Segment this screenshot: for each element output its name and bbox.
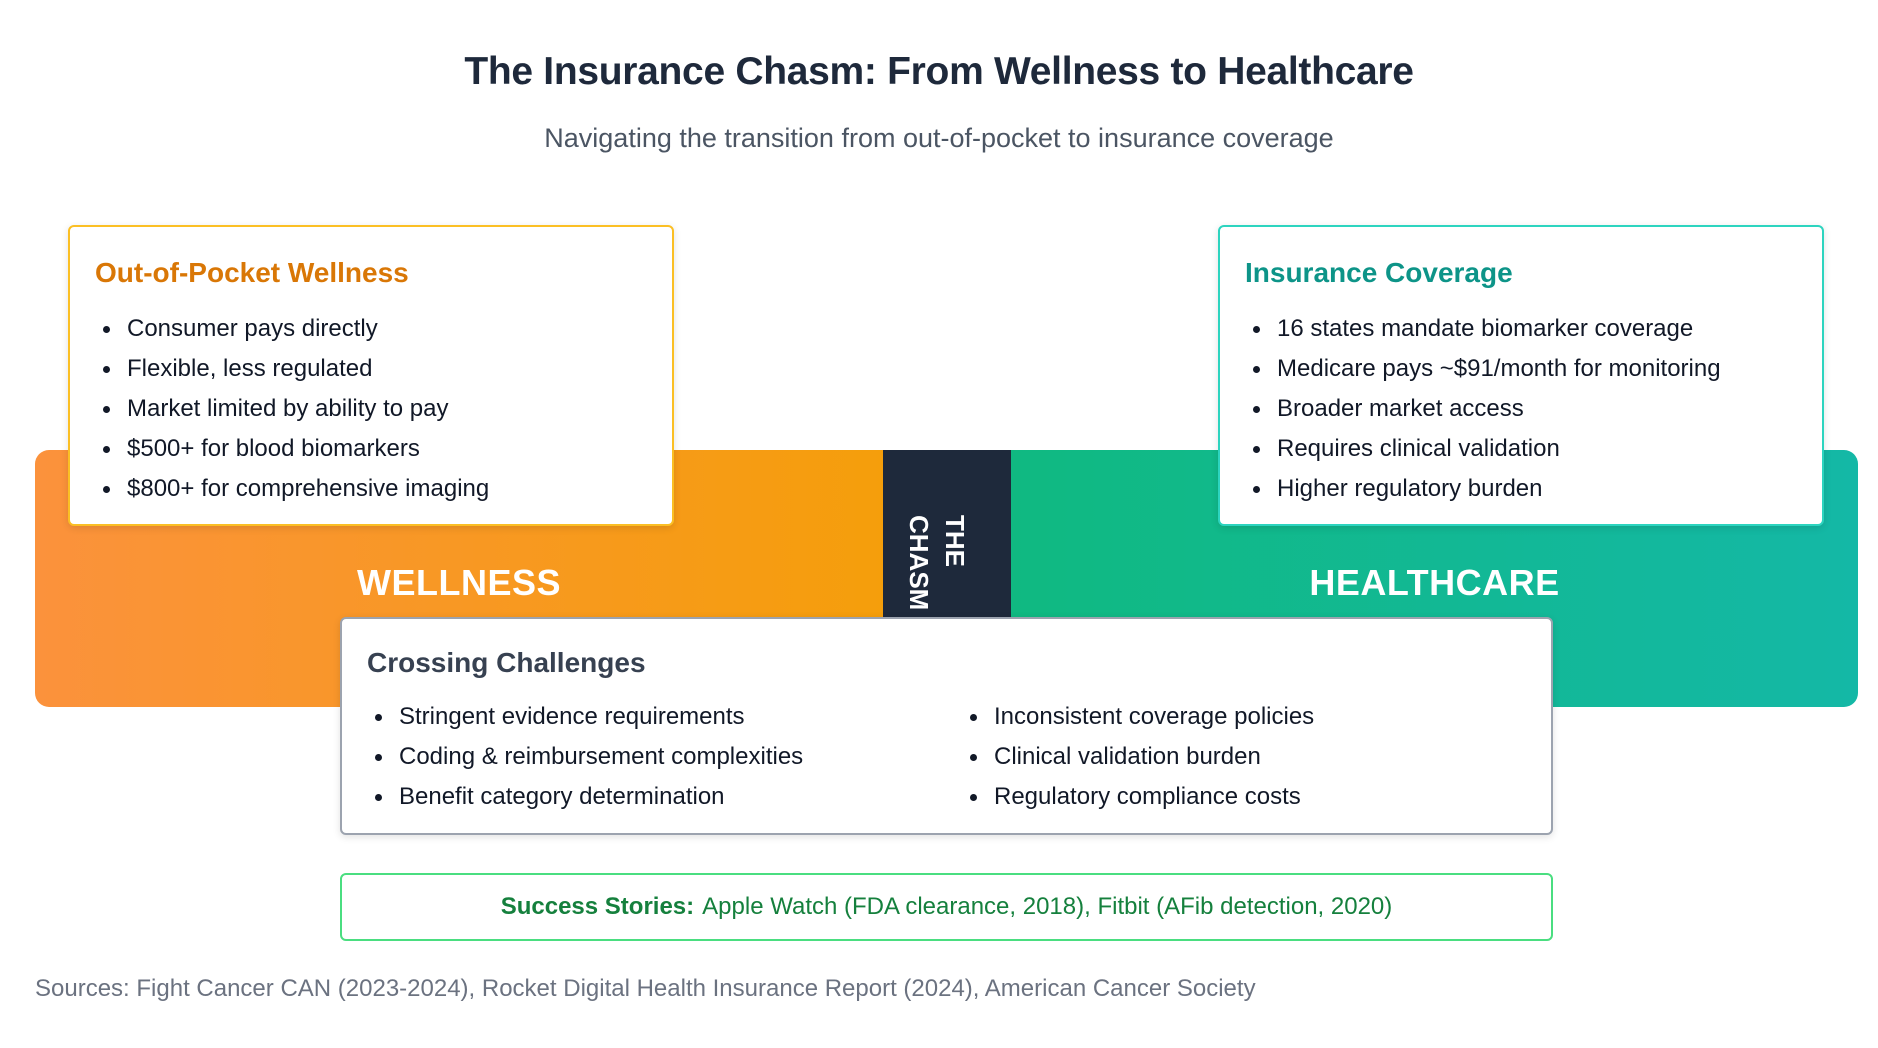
challenges-card: Crossing Challenges Stringent evidence r…	[340, 617, 1553, 835]
list-item: Higher regulatory burden	[1245, 469, 1721, 509]
list-item: Medicare pays ~$91/month for monitoring	[1245, 349, 1721, 389]
insurance-list: 16 states mandate biomarker coverage Med…	[1245, 309, 1721, 509]
insurance-card: Insurance Coverage 16 states mandate bio…	[1218, 225, 1824, 526]
list-item: $800+ for comprehensive imaging	[95, 469, 489, 509]
list-item: Broader market access	[1245, 389, 1721, 429]
list-item: Market limited by ability to pay	[95, 389, 489, 429]
page-subtitle: Navigating the transition from out-of-po…	[544, 123, 1334, 153]
challenges-card-title: Crossing Challenges	[367, 647, 646, 678]
healthcare-label: HEALTHCARE	[1309, 562, 1560, 603]
chasm-label-line2: CHASM	[904, 515, 934, 611]
success-stories-text: Apple Watch (FDA clearance, 2018), Fitbi…	[702, 893, 1393, 920]
list-item: Flexible, less regulated	[95, 349, 489, 389]
wellness-card: Out-of-Pocket Wellness Consumer pays dir…	[68, 225, 674, 526]
list-item: 16 states mandate biomarker coverage	[1245, 309, 1721, 349]
list-item: Stringent evidence requirements	[367, 697, 803, 737]
list-item: Coding & reimbursement complexities	[367, 737, 803, 777]
chasm-label-line1: THE	[940, 515, 970, 567]
challenges-list-left: Stringent evidence requirements Coding &…	[367, 697, 803, 817]
list-item: Inconsistent coverage policies	[962, 697, 1314, 737]
insurance-card-title: Insurance Coverage	[1245, 257, 1513, 288]
wellness-list: Consumer pays directly Flexible, less re…	[95, 309, 489, 509]
chasm-label: THE CHASM	[883, 515, 1011, 615]
list-item: Consumer pays directly	[95, 309, 489, 349]
wellness-card-title: Out-of-Pocket Wellness	[95, 257, 409, 288]
list-item: Benefit category determination	[367, 777, 803, 817]
wellness-label: WELLNESS	[356, 562, 561, 603]
list-item: Clinical validation burden	[962, 737, 1314, 777]
challenges-list-right: Inconsistent coverage policies Clinical …	[962, 697, 1314, 817]
sources-note: Sources: Fight Cancer CAN (2023-2024), R…	[35, 975, 1256, 1002]
page-title: The Insurance Chasm: From Wellness to He…	[464, 50, 1414, 93]
success-stories-label: Success Stories:	[500, 893, 695, 920]
list-item: $500+ for blood biomarkers	[95, 429, 489, 469]
success-stories-box: Success Stories: Apple Watch (FDA cleara…	[340, 873, 1553, 941]
list-item: Regulatory compliance costs	[962, 777, 1314, 817]
list-item: Requires clinical validation	[1245, 429, 1721, 469]
